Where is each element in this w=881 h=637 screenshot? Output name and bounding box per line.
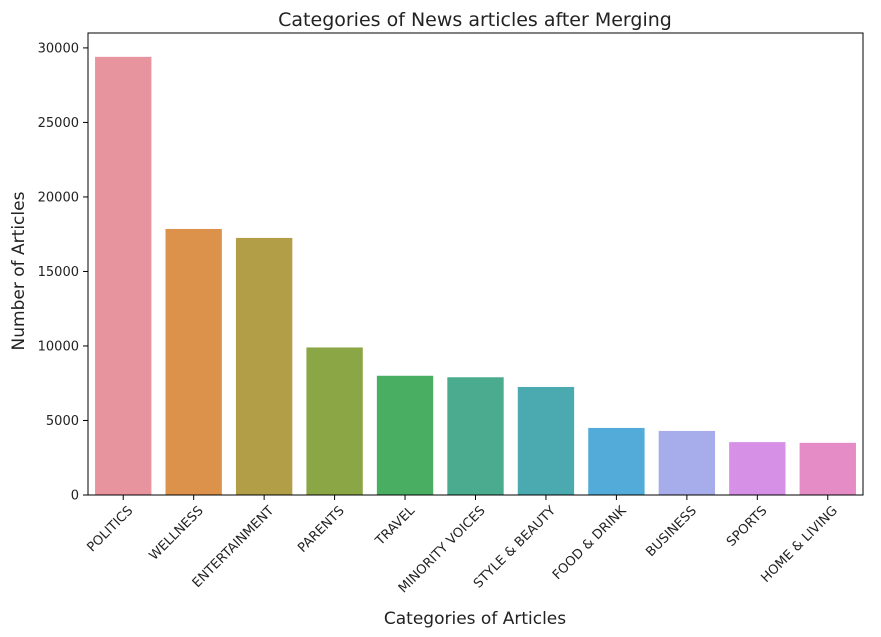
y-tick-label: 15000	[38, 265, 79, 280]
x-tick-label: BUSINESS	[643, 503, 700, 560]
bar	[658, 430, 716, 495]
bar	[799, 442, 856, 495]
bar	[729, 442, 786, 495]
bar	[235, 237, 293, 495]
x-axis-label: Categories of Articles	[384, 609, 566, 629]
y-axis-ticks: 0 5000 10000 15000 20000 25000 30000	[38, 41, 88, 504]
bar	[95, 56, 152, 496]
x-tick-label: WELLNESS	[147, 503, 207, 563]
plot-frame	[87, 32, 864, 496]
x-tick-label: PARENTS	[295, 503, 347, 555]
bar	[165, 228, 222, 495]
x-tick-label: HOME & LIVING	[758, 503, 840, 585]
x-tick-label: TRAVEL	[372, 503, 418, 549]
y-axis-label: Number of Articles	[9, 191, 29, 350]
y-tick-label: 25000	[38, 116, 79, 131]
x-tick-label: POLITICS	[84, 503, 136, 555]
bar	[588, 427, 645, 495]
chart-title: Categories of News articles after Mergin…	[278, 9, 672, 31]
y-tick-label: 30000	[38, 41, 79, 56]
x-tick-label: SPORTS	[724, 503, 770, 549]
bars-group	[95, 56, 856, 496]
y-tick-label: 0	[71, 489, 79, 504]
bar	[447, 377, 504, 495]
x-tick-label: FOOD & DRINK	[550, 503, 630, 583]
bar	[517, 386, 575, 495]
y-tick-label: 5000	[46, 414, 79, 429]
bar	[306, 347, 363, 495]
y-tick-label: 10000	[38, 339, 79, 354]
bar	[376, 375, 434, 495]
y-tick-label: 20000	[38, 190, 79, 205]
